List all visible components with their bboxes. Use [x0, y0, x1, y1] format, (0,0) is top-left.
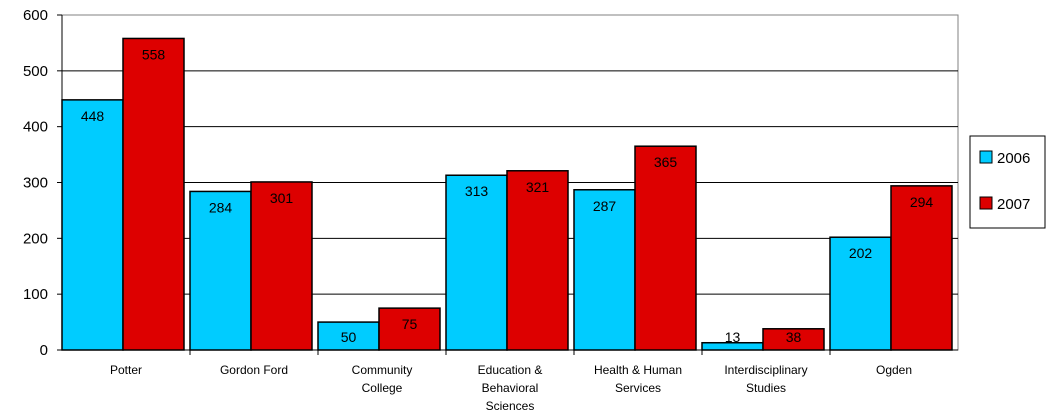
- y-tick-label: 600: [23, 7, 48, 24]
- y-tick-label: 300: [23, 175, 48, 192]
- label-layer: 448 558 Potter 284 301 Gordon Ford 50 75 Communi…: [81, 46, 934, 413]
- category-label-line: Sciences: [486, 399, 535, 413]
- bar-2007: [890, 185, 953, 351]
- legend-swatch-2007: [979, 196, 993, 210]
- category-label-line: Education &: [478, 363, 543, 377]
- data-label: 558: [142, 46, 166, 62]
- data-label: 13: [725, 329, 741, 345]
- bar-2006: [189, 190, 252, 351]
- bar-2007: [250, 181, 313, 351]
- bar-2007: [122, 37, 185, 351]
- category-label-line: Community: [352, 363, 413, 377]
- legend-label-2006: 2006: [997, 150, 1030, 167]
- bar-2006: [445, 174, 508, 351]
- legend-label-2007: 2007: [997, 196, 1030, 213]
- bar-2007: [762, 328, 825, 351]
- category-label: Community College: [352, 363, 413, 395]
- data-label: 313: [465, 183, 489, 199]
- data-label: 365: [654, 154, 678, 170]
- y-tick-label: 400: [23, 119, 48, 136]
- bar-layer: [61, 37, 953, 351]
- data-label: 202: [849, 245, 873, 261]
- category-label: Health & Human Services: [594, 363, 682, 395]
- data-label: 294: [910, 194, 934, 210]
- data-label: 301: [270, 190, 294, 206]
- category-label-line: Gordon Ford: [220, 363, 288, 377]
- category-label: Interdisciplinary Studies: [724, 363, 807, 395]
- category-label: Education & Behavioral Sciences: [478, 363, 543, 413]
- data-label: 38: [786, 329, 802, 345]
- bar-2006: [829, 236, 892, 351]
- category-label: Gordon Ford: [220, 363, 288, 377]
- y-tick-label: 200: [23, 230, 48, 247]
- category-label: Potter: [110, 363, 142, 377]
- category-label-line: Health & Human: [594, 363, 682, 377]
- category-label-line: Behavioral: [482, 381, 539, 395]
- bar-2007: [634, 145, 697, 351]
- data-label: 321: [526, 179, 550, 195]
- data-label: 287: [593, 198, 617, 214]
- y-tick-label: 100: [23, 286, 48, 303]
- data-label: 75: [402, 316, 418, 332]
- category-label-line: Studies: [746, 381, 786, 395]
- data-label: 50: [341, 329, 357, 345]
- bar-2006: [61, 99, 124, 351]
- y-tick-label: 500: [23, 63, 48, 80]
- category-label-line: Potter: [110, 363, 142, 377]
- bar-2006: [573, 189, 636, 351]
- bar-2007: [506, 170, 569, 351]
- category-label-line: Services: [615, 381, 661, 395]
- category-label-line: College: [362, 381, 403, 395]
- legend-swatch-2006: [979, 150, 993, 164]
- legend: 2006 2007: [969, 135, 1046, 229]
- bar-2006: [317, 321, 380, 351]
- bar-2007: [378, 307, 441, 351]
- category-label-line: Ogden: [876, 363, 912, 377]
- y-tick-label: 0: [40, 342, 48, 359]
- data-label: 284: [209, 199, 233, 215]
- data-label: 448: [81, 108, 105, 124]
- category-label: Ogden: [876, 363, 912, 377]
- category-label-line: Interdisciplinary: [724, 363, 807, 377]
